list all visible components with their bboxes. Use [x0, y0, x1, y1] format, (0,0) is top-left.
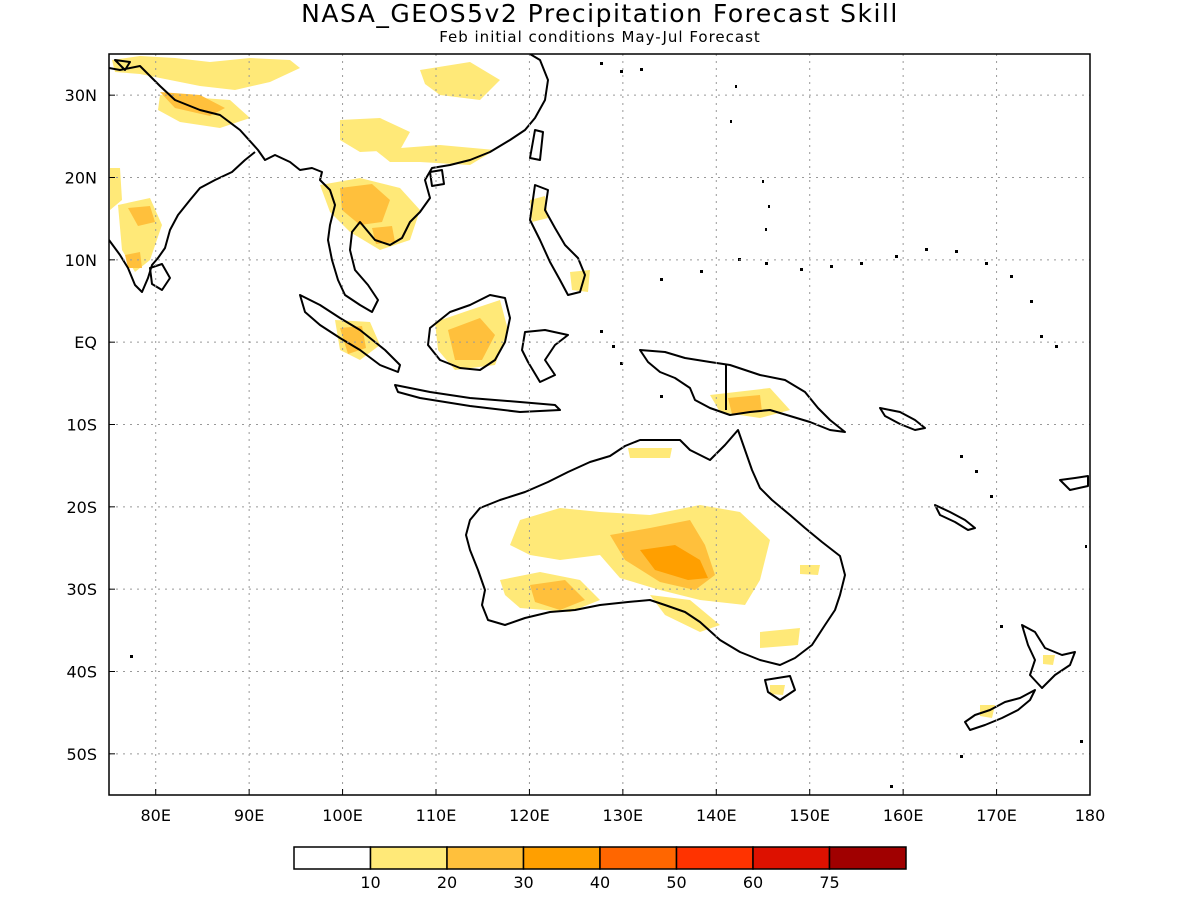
- coast-borneo: [427, 294, 511, 371]
- coast-india: [109, 151, 256, 293]
- shade-region-nz-north: [1043, 655, 1055, 665]
- legend-swatch: [828, 846, 907, 870]
- coast-vanuatu: [934, 504, 976, 531]
- legend-label: 40: [590, 873, 610, 892]
- lat-tick-label: 10N: [65, 251, 97, 270]
- lat-tick-label: EQ: [74, 333, 97, 352]
- islands: [130, 62, 1087, 788]
- coast-tasmania: [764, 675, 796, 701]
- skill-shading: [110, 56, 1055, 718]
- shade-region-thailand: [340, 184, 390, 225]
- shade-region-india-west: [110, 168, 122, 210]
- lon-tick-label: 130E: [603, 806, 644, 825]
- lat-tick-label: 20S: [66, 498, 97, 517]
- coast-nz-north: [1021, 624, 1076, 689]
- legend-swatch: [293, 846, 372, 870]
- shade-region-new-guinea-core: [728, 395, 762, 414]
- shade-region-sumatra-core: [340, 326, 366, 354]
- lon-tick-label: 160E: [883, 806, 924, 825]
- lon-tick-label: 120E: [509, 806, 550, 825]
- page-subtitle: Feb initial conditions May-Jul Forecast: [439, 28, 761, 46]
- coast-asia: [109, 54, 549, 313]
- coast-nz-south: [964, 689, 1036, 731]
- shade-region-tasmania: [770, 685, 785, 695]
- lon-tick-label: 100E: [322, 806, 363, 825]
- shade-region-australia-sw-core: [530, 580, 585, 610]
- legend-label: 10: [360, 873, 380, 892]
- shade-region-china-south: [340, 118, 410, 152]
- lat-tick-label: 10S: [66, 416, 97, 435]
- lat-tick-label: 50S: [66, 745, 97, 764]
- legend-swatch: [522, 846, 601, 870]
- color-legend: 10 20 30 40 50 60 75: [293, 846, 907, 892]
- shade-region-himalaya-core: [160, 92, 225, 116]
- coast-taiwan: [529, 129, 544, 161]
- shade-region-australia-peak: [640, 545, 708, 580]
- map-grid: [109, 54, 1090, 795]
- coast-philippines: [529, 184, 586, 296]
- legend-swatch: [599, 846, 678, 870]
- lat-tick-label: 40S: [66, 663, 97, 682]
- coast-hainan: [429, 169, 445, 187]
- shade-region-india-tip: [125, 252, 142, 268]
- legend-swatch: [446, 846, 525, 870]
- coast-sumatra: [299, 294, 401, 373]
- shade-region-china-central: [420, 62, 500, 100]
- coast-sri-lanka: [149, 263, 171, 291]
- legend-label: 50: [666, 873, 686, 892]
- lat-tick-label: 30N: [65, 86, 97, 105]
- shade-region-china-north: [112, 56, 300, 90]
- lon-tick-label: 110E: [416, 806, 457, 825]
- shade-region-australia-east: [800, 565, 820, 575]
- coast-nw: [114, 59, 131, 71]
- shade-region-victoria: [760, 628, 800, 648]
- page-title: NASA_GEOS5v2 Precipitation Forecast Skil…: [301, 0, 899, 28]
- coast-new-guinea: [639, 349, 846, 433]
- legend-label: 30: [513, 873, 533, 892]
- lon-tick-label: 170E: [976, 806, 1017, 825]
- lon-tick-label: 180: [1075, 806, 1106, 825]
- legend-label: 20: [437, 873, 457, 892]
- shade-region-china-coast: [375, 145, 495, 165]
- legend-swatch: [752, 846, 831, 870]
- coast-fiji: [1059, 475, 1089, 491]
- shade-region-australia-southeast: [650, 595, 720, 632]
- shade-region-north-australia: [628, 448, 672, 458]
- coast-solomons: [879, 407, 926, 431]
- shade-region-cambodia: [372, 226, 395, 244]
- lon-tick-label: 90E: [234, 806, 264, 825]
- legend-label: 75: [819, 873, 839, 892]
- legend-swatch: [369, 846, 448, 870]
- lon-tick-label: 140E: [696, 806, 737, 825]
- shade-region-india-core: [128, 206, 155, 226]
- shade-region-philippines: [530, 196, 548, 222]
- axis-labels: 80E 90E 100E 110E 120E 130E 140E 150E 160E 170E 18…: [65, 86, 1106, 825]
- coast-java: [394, 384, 561, 413]
- lon-tick-label: 150E: [789, 806, 830, 825]
- legend-swatch: [675, 846, 754, 870]
- shade-region-borneo-core: [448, 318, 495, 360]
- lat-tick-label: 20N: [65, 169, 97, 188]
- legend-label: 60: [743, 873, 763, 892]
- lat-tick-label: 30S: [66, 580, 97, 599]
- lon-tick-label: 80E: [140, 806, 170, 825]
- coast-sulawesi: [521, 329, 569, 383]
- coast-australia: [465, 429, 846, 666]
- coastlines: [109, 54, 1089, 731]
